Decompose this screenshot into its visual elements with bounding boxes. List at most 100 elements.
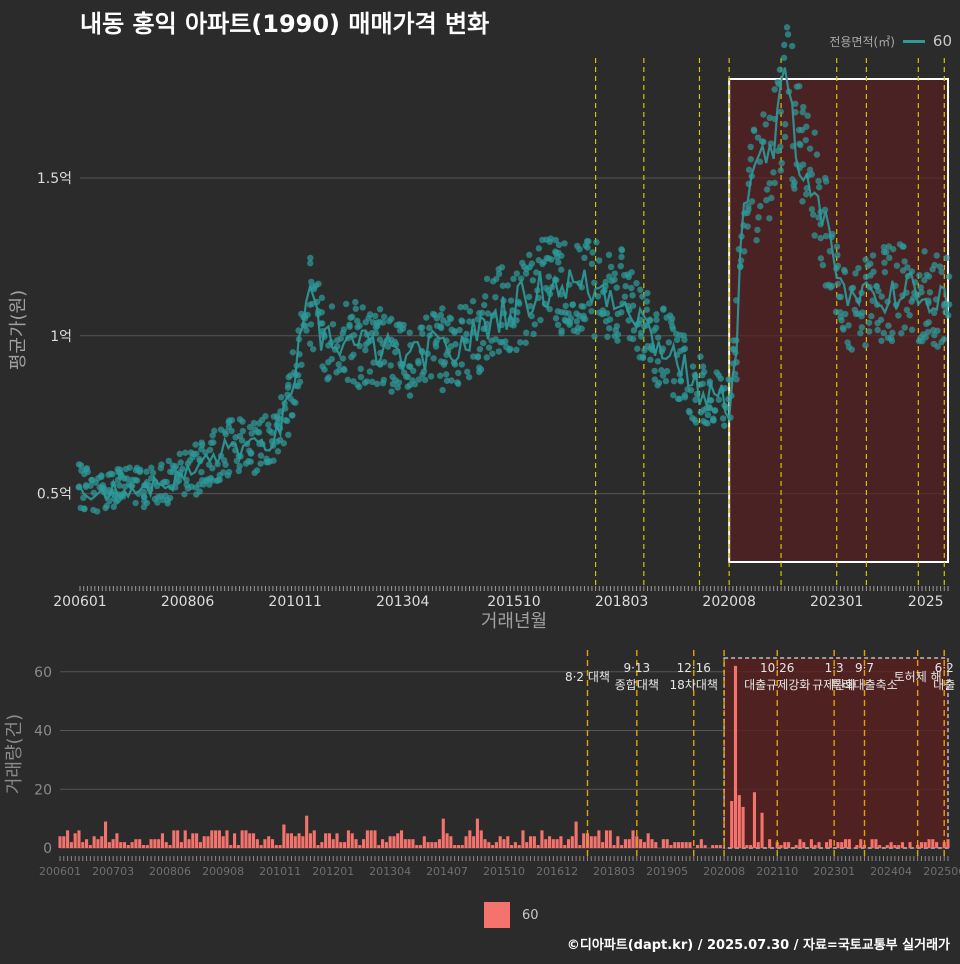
- price-point: [686, 409, 693, 416]
- price-point: [268, 429, 276, 436]
- price-point: [476, 309, 483, 317]
- price-point: [584, 244, 591, 251]
- price-point: [342, 300, 350, 308]
- volume-bar: [529, 836, 533, 848]
- price-point: [651, 367, 658, 375]
- volume-bar: [456, 845, 461, 848]
- volume-bar: [847, 839, 851, 848]
- volume-bar: [513, 842, 517, 848]
- volume-bar: [289, 833, 294, 848]
- price-point: [177, 459, 184, 466]
- volume-bar: [695, 845, 700, 848]
- price-point: [482, 293, 489, 300]
- volume-bar: [544, 839, 548, 848]
- price-point: [558, 252, 565, 259]
- volume-bar: [354, 839, 358, 848]
- price-point: [255, 429, 263, 436]
- volume-bar: [233, 833, 237, 848]
- price-point: [622, 282, 629, 290]
- price-point: [369, 378, 376, 386]
- price-point: [565, 310, 572, 317]
- price-point: [531, 321, 538, 328]
- price-point: [427, 373, 435, 380]
- volume-legend-swatch-icon: [484, 902, 510, 928]
- price-point: [164, 497, 171, 504]
- price-point: [384, 343, 392, 350]
- volume-bar: [119, 842, 123, 848]
- price-point: [810, 211, 817, 218]
- price-point: [606, 316, 614, 323]
- price-point: [135, 467, 143, 475]
- volume-bar: [130, 842, 134, 848]
- price-point: [456, 326, 463, 334]
- volume-bar: [81, 842, 85, 848]
- price-point: [788, 42, 796, 50]
- price-point: [181, 491, 188, 498]
- price-point: [561, 240, 568, 247]
- volume-bar: [802, 842, 806, 848]
- price-point: [222, 461, 229, 468]
- volume-bar: [468, 830, 472, 848]
- volume-bar: [430, 842, 434, 848]
- price-point: [828, 282, 836, 290]
- price-point: [799, 198, 806, 205]
- price-point: [740, 248, 748, 255]
- volume-bar: [673, 842, 677, 848]
- price-point: [262, 413, 269, 420]
- price-point: [806, 145, 814, 152]
- volume-annotation-label: 1·3: [825, 661, 844, 675]
- price-point: [618, 253, 625, 261]
- price-point: [796, 83, 803, 90]
- price-point: [841, 266, 848, 274]
- price-point: [328, 355, 335, 363]
- price-point: [220, 469, 227, 476]
- price-point: [206, 446, 214, 454]
- price-point: [533, 269, 540, 276]
- price-point: [938, 268, 945, 276]
- price-point: [857, 329, 864, 337]
- volume-bar: [392, 836, 396, 848]
- price-point: [771, 86, 778, 93]
- price-point: [433, 337, 440, 344]
- price-point: [464, 368, 471, 375]
- price-point: [802, 136, 809, 144]
- volume-x-tick-label: 200703: [92, 865, 134, 878]
- price-point: [432, 343, 440, 350]
- price-point: [692, 419, 700, 426]
- volume-bar: [494, 842, 498, 848]
- volume-bar: [286, 833, 290, 848]
- price-point: [607, 263, 615, 271]
- volume-bar: [919, 842, 923, 848]
- volume-bar: [381, 839, 385, 848]
- volume-bar: [559, 836, 563, 848]
- volume-x-tick-label: 201201: [312, 865, 354, 878]
- volume-bar: [221, 836, 225, 848]
- price-point: [943, 254, 950, 262]
- price-point: [651, 376, 659, 383]
- volume-x-tick-label: 201304: [369, 865, 411, 878]
- volume-bar: [96, 839, 100, 848]
- price-point: [925, 319, 932, 326]
- price-point: [209, 464, 216, 472]
- volume-bar: [718, 845, 722, 848]
- volume-x-tick-label: 202404: [870, 865, 912, 878]
- price-point: [925, 273, 933, 280]
- price-point: [380, 313, 388, 320]
- price-point: [372, 312, 379, 320]
- price-point: [198, 439, 205, 446]
- price-point: [792, 100, 799, 107]
- price-point: [318, 309, 326, 316]
- price-point: [660, 305, 667, 312]
- price-point: [103, 502, 110, 510]
- price-point: [614, 331, 622, 338]
- volume-bar: [297, 833, 301, 848]
- price-point: [149, 469, 157, 476]
- price-point: [388, 388, 395, 395]
- price-point: [837, 293, 845, 301]
- price-point: [643, 298, 651, 305]
- price-point: [319, 320, 326, 327]
- price-point: [324, 375, 331, 383]
- price-point: [98, 472, 105, 479]
- price-point: [239, 418, 246, 425]
- price-point: [704, 411, 712, 419]
